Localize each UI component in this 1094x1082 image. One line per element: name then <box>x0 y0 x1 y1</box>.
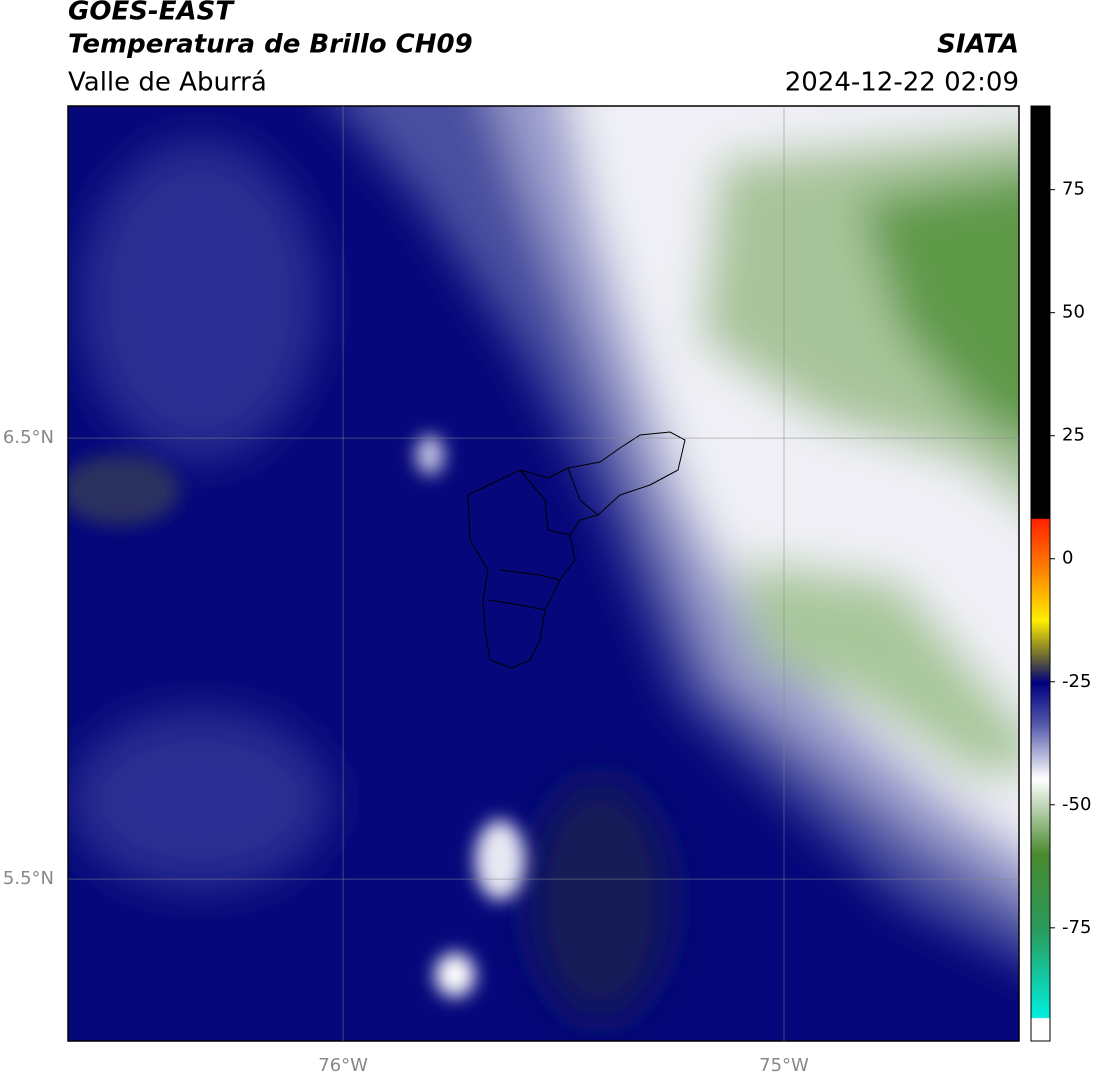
map-frame <box>67 105 1020 1042</box>
subtitle: Temperatura de Brillo CH09 <box>68 30 473 60</box>
colorbar-tick-label: -25 <box>1062 671 1091 692</box>
lon-label: 75°W <box>759 1055 809 1076</box>
colorbar <box>1030 105 1051 1042</box>
lon-label: 76°W <box>318 1055 368 1076</box>
datetime: 2024-12-22 02:09 <box>785 68 1019 98</box>
colorbar-tick-label: 0 <box>1062 548 1073 569</box>
brightness-field <box>68 106 1019 1041</box>
colorbar-tick-label: 25 <box>1062 425 1085 446</box>
colorbar-tick-label: 75 <box>1062 179 1085 200</box>
colorbar-tick-label: 50 <box>1062 302 1085 323</box>
region-outline <box>467 431 686 669</box>
region: Valle de Aburrá <box>68 68 267 98</box>
lat-label: 6.5°N <box>3 427 54 448</box>
agency: SIATA <box>937 30 1019 60</box>
colorbar-tick-label: -50 <box>1062 794 1091 815</box>
title: GOES-EAST <box>68 0 235 27</box>
lat-label: 5.5°N <box>3 868 54 889</box>
colorbar-tick-label: -75 <box>1062 917 1091 938</box>
